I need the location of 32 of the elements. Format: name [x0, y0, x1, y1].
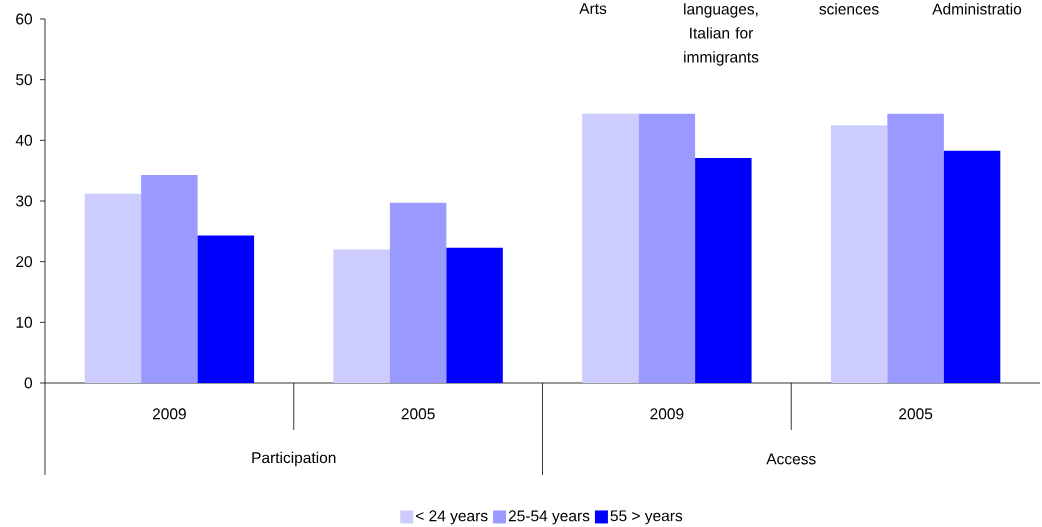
legend-label: 25-54 years	[508, 510, 590, 525]
bar	[197, 235, 255, 383]
y-tick-label: 0	[24, 377, 33, 389]
bar	[389, 202, 447, 383]
bar	[638, 113, 696, 383]
text: Access	[766, 453, 816, 465]
bar	[943, 150, 1001, 383]
bar	[695, 157, 752, 383]
bar	[887, 113, 944, 383]
bar	[84, 193, 142, 383]
text: sciences	[819, 3, 879, 15]
bar	[446, 247, 503, 383]
bar	[333, 249, 390, 383]
text: Administratio	[932, 3, 1022, 15]
y-tick-label: 40	[15, 134, 33, 146]
text: Arts	[579, 3, 607, 15]
x-tick-label: 2005	[401, 408, 435, 420]
annotation: languages, Italian for immigrants	[684, 3, 759, 66]
text: Participation	[252, 451, 336, 467]
y-tick-label: 20	[16, 256, 33, 268]
y-tick-label: 60	[16, 13, 33, 25]
bar	[830, 125, 888, 383]
legend-label: 55 > years	[610, 510, 683, 525]
y-tick-label: 10	[16, 316, 33, 328]
y-tick-label: 30	[16, 195, 33, 207]
x-tick-label: 2009	[650, 408, 684, 420]
bar	[141, 174, 198, 383]
x-tick-label: 2005	[899, 408, 933, 420]
x-tick-label: 2009	[152, 408, 186, 420]
legend-label: < 24 years	[416, 510, 488, 525]
bar	[582, 113, 639, 383]
y-tick-label: 50	[16, 74, 33, 86]
